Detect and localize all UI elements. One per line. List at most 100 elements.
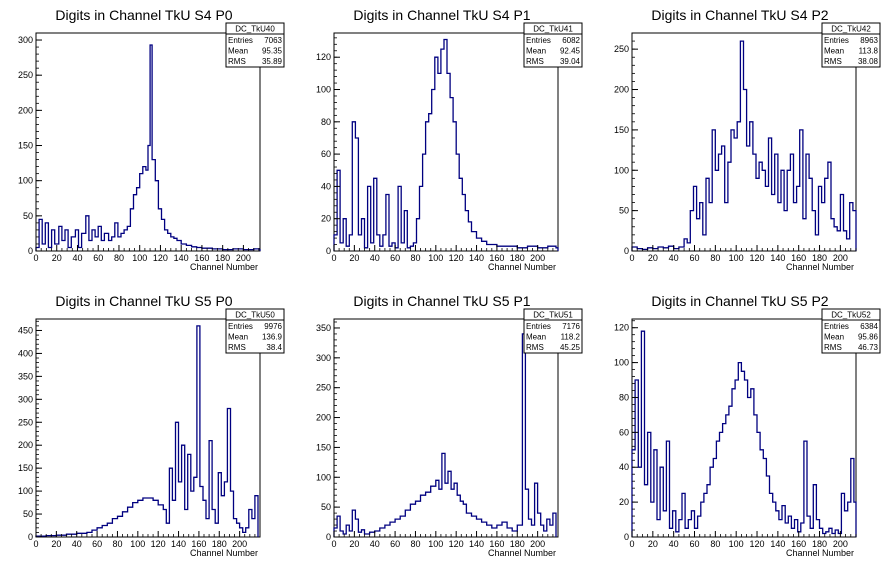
y-tick-label: 200 <box>614 85 629 95</box>
x-axis-label: Channel Number <box>786 548 854 558</box>
x-tick-label: 20 <box>51 539 61 549</box>
y-tick-label: 150 <box>18 141 33 151</box>
stats-label-rms: RMS <box>824 343 842 352</box>
histogram-line <box>333 333 557 537</box>
y-tick-label: 350 <box>316 323 331 333</box>
histogram-line <box>35 325 259 537</box>
x-tick-label: 160 <box>791 253 806 263</box>
y-tick-label: 0 <box>624 532 629 542</box>
x-tick-label: 40 <box>72 253 82 263</box>
x-tick-label: 200 <box>236 253 251 263</box>
stats-value-rms: 38.4 <box>266 343 282 352</box>
x-tick-label: 60 <box>690 539 700 549</box>
x-tick-label: 40 <box>370 539 380 549</box>
stats-value-rms: 35.89 <box>262 57 283 66</box>
y-tick-label: 200 <box>316 413 331 423</box>
histogram-panel-1: Digits in Channel TkU S4 P1 0 20 40 60 80 100 1… <box>316 7 583 272</box>
x-tick-label: 160 <box>489 253 504 263</box>
stats-value-rms: 38.08 <box>858 57 879 66</box>
stats-label-entries: Entries <box>526 322 551 331</box>
x-tick-label: 60 <box>390 539 400 549</box>
y-tick-label: 0 <box>624 246 629 256</box>
y-tick-label: 300 <box>316 353 331 363</box>
y-tick-label: 150 <box>614 125 629 135</box>
x-axis-label: Channel Number <box>190 548 258 558</box>
plot-frame <box>631 318 857 538</box>
x-tick-label: 120 <box>449 539 464 549</box>
stats-value-entries: 7176 <box>562 322 580 331</box>
x-tick-label: 0 <box>629 539 634 549</box>
x-axis-label: Channel Number <box>488 548 556 558</box>
y-tick-label: 450 <box>18 325 33 335</box>
y-tick-label: 100 <box>614 358 629 368</box>
x-tick-label: 80 <box>410 539 420 549</box>
x-tick-label: 180 <box>812 253 827 263</box>
y-tick-label: 40 <box>321 181 331 191</box>
x-tick-label: 60 <box>93 253 103 263</box>
y-tick-label: 250 <box>614 44 629 54</box>
histogram-panel-0: Digits in Channel TkU S4 P0 0 20 40 60 80 100 1… <box>18 7 285 272</box>
stats-value-mean: 118.2 <box>561 333 581 342</box>
x-tick-label: 100 <box>130 539 145 549</box>
histogram-line <box>631 330 857 537</box>
y-tick-label: 100 <box>316 472 331 482</box>
stats-label-entries: Entries <box>228 36 253 45</box>
stats-label-rms: RMS <box>526 343 544 352</box>
histogram-panel-2: Digits in Channel TkU S4 P2 0 20 40 60 80 100 1… <box>614 7 881 272</box>
stats-value-mean: 95.35 <box>262 47 283 56</box>
chart-title: Digits in Channel TkU S4 P0 <box>55 7 232 23</box>
stats-box <box>821 22 881 68</box>
y-tick-label: 0 <box>28 532 33 542</box>
stats-box <box>523 308 583 354</box>
x-tick-label: 40 <box>669 253 679 263</box>
y-tick-label: 150 <box>316 442 331 452</box>
y-tick-label: 0 <box>28 246 33 256</box>
stats-box <box>225 22 285 68</box>
histogram-panel-5: Digits in Channel TkU S5 P2 0 20 40 60 80 100 1… <box>614 293 881 558</box>
stats-value-mean: 113.8 <box>859 47 879 56</box>
y-tick-label: 100 <box>18 486 33 496</box>
histogram-line <box>35 44 261 251</box>
x-tick-label: 60 <box>390 253 400 263</box>
x-tick-label: 120 <box>153 253 168 263</box>
stats-name: DC_TkU52 <box>831 311 871 320</box>
y-tick-label: 40 <box>619 462 629 472</box>
x-tick-label: 160 <box>791 539 806 549</box>
x-tick-label: 80 <box>410 253 420 263</box>
stats-value-entries: 7063 <box>264 36 282 45</box>
x-tick-label: 120 <box>151 539 166 549</box>
x-tick-label: 200 <box>530 539 545 549</box>
stats-label-rms: RMS <box>228 343 246 352</box>
y-tick-label: 50 <box>321 502 331 512</box>
y-tick-label: 200 <box>18 440 33 450</box>
y-tick-label: 400 <box>18 348 33 358</box>
x-tick-label: 80 <box>114 253 124 263</box>
y-tick-label: 50 <box>23 509 33 519</box>
x-tick-label: 180 <box>510 539 525 549</box>
x-tick-label: 60 <box>690 253 700 263</box>
stats-label-mean: Mean <box>824 333 844 342</box>
y-tick-label: 100 <box>18 176 33 186</box>
x-tick-label: 0 <box>331 539 336 549</box>
x-tick-label: 40 <box>72 539 82 549</box>
y-tick-label: 60 <box>321 149 331 159</box>
y-tick-label: 250 <box>18 70 33 80</box>
y-tick-label: 120 <box>316 52 331 62</box>
stats-value-entries: 6082 <box>562 36 580 45</box>
chart-title: Digits in Channel TkU S4 P1 <box>353 7 530 23</box>
stats-label-mean: Mean <box>526 47 546 56</box>
x-tick-label: 200 <box>232 539 247 549</box>
x-tick-label: 20 <box>349 253 359 263</box>
stats-value-entries: 6384 <box>860 322 878 331</box>
histogram-panel-3: Digits in Channel TkU S5 P0 0 20 40 60 80 100 1… <box>18 293 285 558</box>
x-tick-label: 20 <box>52 253 62 263</box>
y-tick-label: 120 <box>614 323 629 333</box>
y-tick-label: 150 <box>18 463 33 473</box>
stats-label-rms: RMS <box>526 57 544 66</box>
x-tick-label: 80 <box>710 253 720 263</box>
y-tick-label: 50 <box>619 206 629 216</box>
x-tick-label: 200 <box>530 253 545 263</box>
chart-title: Digits in Channel TkU S5 P2 <box>651 293 828 309</box>
stats-label-entries: Entries <box>526 36 551 45</box>
